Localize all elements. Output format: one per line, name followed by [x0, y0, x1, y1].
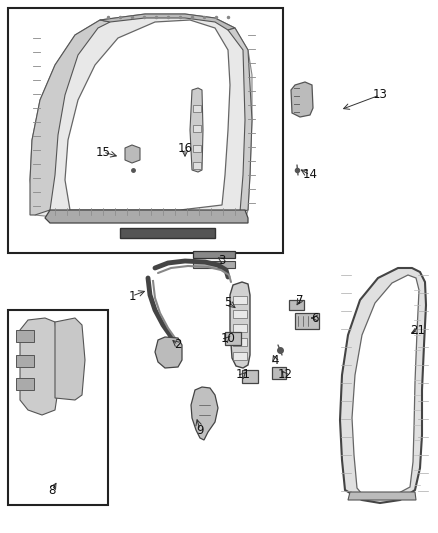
- Text: 16: 16: [177, 141, 192, 155]
- Polygon shape: [228, 28, 252, 212]
- Text: 3: 3: [218, 254, 226, 266]
- Text: 12: 12: [278, 368, 293, 382]
- Bar: [289, 300, 304, 310]
- Polygon shape: [340, 268, 426, 503]
- Bar: [193, 105, 201, 112]
- Polygon shape: [230, 282, 250, 368]
- Polygon shape: [65, 20, 230, 210]
- Text: 13: 13: [373, 88, 388, 101]
- Bar: [16, 378, 34, 390]
- Text: 11: 11: [236, 368, 251, 382]
- Text: 2: 2: [174, 338, 182, 351]
- Text: 9: 9: [196, 424, 204, 437]
- Polygon shape: [30, 20, 110, 215]
- Text: 15: 15: [95, 146, 110, 158]
- Bar: [272, 367, 286, 379]
- Text: 1: 1: [128, 289, 136, 303]
- Text: 5: 5: [224, 295, 232, 309]
- Polygon shape: [155, 337, 182, 368]
- Bar: [193, 251, 235, 258]
- Bar: [16, 355, 34, 367]
- Bar: [233, 324, 247, 332]
- Bar: [225, 332, 241, 345]
- Bar: [295, 313, 319, 329]
- Bar: [120, 228, 215, 238]
- Text: 21: 21: [410, 324, 425, 336]
- Bar: [16, 330, 34, 342]
- Bar: [193, 125, 201, 132]
- Bar: [233, 296, 247, 304]
- Text: 8: 8: [48, 483, 56, 497]
- Polygon shape: [55, 318, 85, 400]
- Bar: [8, 310, 108, 505]
- Bar: [193, 162, 201, 169]
- Polygon shape: [352, 275, 419, 497]
- Bar: [233, 352, 247, 360]
- Polygon shape: [291, 82, 313, 117]
- Polygon shape: [348, 492, 416, 500]
- Polygon shape: [100, 14, 235, 30]
- Polygon shape: [45, 210, 248, 223]
- Bar: [242, 370, 258, 383]
- Text: 14: 14: [303, 168, 318, 182]
- Polygon shape: [125, 145, 140, 163]
- Polygon shape: [191, 387, 218, 440]
- Text: 6: 6: [311, 311, 319, 325]
- Text: 10: 10: [221, 332, 236, 344]
- Polygon shape: [20, 318, 58, 415]
- Bar: [8, 8, 283, 253]
- Text: 7: 7: [296, 294, 304, 306]
- Polygon shape: [193, 261, 235, 268]
- Text: 4: 4: [271, 353, 279, 367]
- Bar: [193, 145, 201, 152]
- Bar: [233, 338, 247, 346]
- Bar: [233, 310, 247, 318]
- Polygon shape: [190, 88, 203, 172]
- Polygon shape: [30, 14, 252, 222]
